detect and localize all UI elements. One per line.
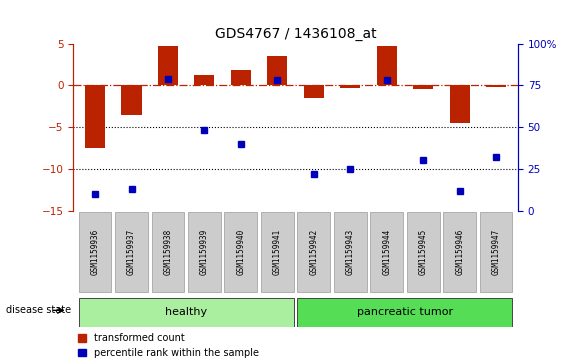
Bar: [486, 85, 506, 87]
FancyBboxPatch shape: [225, 212, 257, 292]
Text: pancreatic tumor: pancreatic tumor: [357, 307, 453, 317]
Bar: [377, 46, 397, 85]
FancyBboxPatch shape: [151, 212, 185, 292]
Text: GSM1159936: GSM1159936: [91, 229, 100, 276]
Bar: [158, 46, 178, 85]
Bar: [267, 56, 287, 85]
Text: GSM1159942: GSM1159942: [309, 229, 318, 276]
Text: disease state: disease state: [6, 305, 71, 315]
Text: GSM1159945: GSM1159945: [419, 229, 428, 276]
FancyBboxPatch shape: [261, 212, 294, 292]
Text: GSM1159947: GSM1159947: [491, 229, 501, 276]
FancyBboxPatch shape: [115, 212, 148, 292]
FancyBboxPatch shape: [188, 212, 221, 292]
Bar: [122, 85, 141, 115]
FancyBboxPatch shape: [297, 212, 330, 292]
FancyBboxPatch shape: [297, 298, 512, 327]
FancyBboxPatch shape: [79, 212, 111, 292]
Bar: [304, 85, 324, 98]
Text: GSM1159941: GSM1159941: [273, 229, 282, 276]
Bar: [450, 85, 470, 123]
FancyBboxPatch shape: [480, 212, 512, 292]
Bar: [85, 85, 105, 148]
Text: GSM1159939: GSM1159939: [200, 229, 209, 276]
Legend: transformed count, percentile rank within the sample: transformed count, percentile rank withi…: [78, 333, 258, 358]
Text: healthy: healthy: [165, 307, 207, 317]
Bar: [194, 75, 215, 85]
Bar: [340, 85, 360, 88]
Text: GSM1159937: GSM1159937: [127, 229, 136, 276]
Text: GSM1159938: GSM1159938: [163, 229, 172, 276]
FancyBboxPatch shape: [407, 212, 440, 292]
Title: GDS4767 / 1436108_at: GDS4767 / 1436108_at: [215, 27, 377, 41]
FancyBboxPatch shape: [370, 212, 403, 292]
Text: GSM1159944: GSM1159944: [382, 229, 391, 276]
Text: GSM1159940: GSM1159940: [236, 229, 245, 276]
Text: GSM1159946: GSM1159946: [455, 229, 464, 276]
FancyBboxPatch shape: [443, 212, 476, 292]
FancyBboxPatch shape: [79, 298, 294, 327]
Bar: [413, 85, 433, 90]
Text: GSM1159943: GSM1159943: [346, 229, 355, 276]
FancyBboxPatch shape: [334, 212, 367, 292]
Bar: [231, 70, 251, 85]
